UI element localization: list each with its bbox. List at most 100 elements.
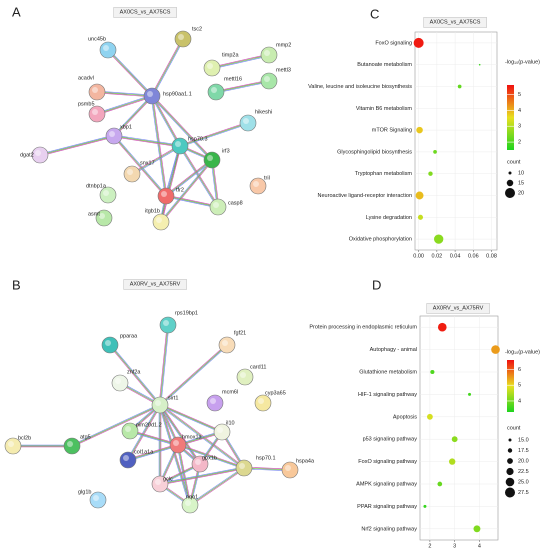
network-node: [239, 114, 257, 132]
network-edge: [131, 144, 180, 174]
title-box: [426, 303, 490, 314]
network-edge: [179, 145, 219, 208]
node-label: dtnbp1a: [86, 183, 107, 189]
y-tick-label: Protein processing in endoplasmic reticu…: [309, 325, 417, 331]
network-edge: [132, 146, 181, 176]
network-edge: [160, 403, 223, 432]
node-highlight: [239, 463, 245, 469]
y-tick-label: Autophagy - animal: [370, 347, 417, 353]
network-node: [181, 496, 199, 514]
node-highlight: [127, 169, 133, 175]
dot: [473, 525, 481, 533]
y-tick-label: Tryptophan metabolism: [355, 171, 413, 177]
network-edge: [97, 90, 153, 96]
network-node: [203, 59, 221, 77]
panel-label: B: [12, 277, 21, 292]
node-label: mettl16: [224, 76, 242, 82]
size-key: [506, 467, 514, 476]
network-node: [99, 41, 117, 59]
network-edge: [71, 403, 160, 446]
network-edge: [176, 445, 190, 506]
network-node: [99, 186, 117, 204]
network-edge: [128, 405, 162, 461]
y-tick-label: Neuroactive ligand-receptor interaction: [318, 193, 412, 199]
node-label: bcl2b: [18, 435, 31, 441]
dot: [427, 413, 433, 420]
network-edge: [177, 444, 191, 506]
network-edge: [159, 324, 169, 406]
plot-frame: [414, 31, 498, 251]
dot: [491, 345, 500, 354]
node-label: tsc2: [192, 26, 202, 32]
network-edge: [113, 135, 167, 197]
node-highlight: [175, 141, 181, 147]
colorbar-label: 3: [518, 124, 521, 130]
network-edge: [150, 38, 183, 96]
network-node: [254, 394, 272, 412]
network-title: AX0RV_vs_AX75RV: [130, 281, 181, 287]
network-edge: [165, 159, 213, 197]
network-edge: [128, 445, 179, 462]
node-label: fgf21: [234, 330, 246, 336]
dot: [437, 322, 447, 332]
dot: [434, 234, 444, 244]
node-highlight: [105, 340, 111, 346]
y-tick-label: FoxO signaling pathway: [358, 459, 417, 465]
network-edge: [159, 466, 244, 484]
node-label: hsp90aa1.1: [163, 91, 192, 97]
network-edge: [113, 95, 153, 137]
network-title: AX0CS_vs_AX75CS: [120, 9, 171, 15]
network-edge: [159, 404, 245, 469]
colorbar-label: 2: [518, 140, 521, 146]
node-highlight: [210, 398, 216, 404]
network-edge: [151, 95, 213, 161]
node-highlight: [93, 495, 99, 501]
node-highlight: [8, 441, 14, 447]
node-label: asmt: [88, 211, 100, 217]
network-node: [157, 187, 175, 205]
x-tick-label: 3: [453, 543, 456, 548]
node-label: pparaa: [120, 333, 138, 339]
network-edge: [114, 135, 167, 196]
node-highlight: [115, 378, 121, 384]
node-label: psmb5: [78, 101, 95, 107]
network-edge: [160, 345, 228, 406]
network-edge: [96, 95, 153, 115]
network-edge: [159, 404, 191, 506]
y-tick-label: AMPK signaling pathway: [356, 481, 417, 487]
node-highlight: [173, 440, 179, 446]
network-node: [143, 87, 161, 105]
network-node: [105, 127, 123, 145]
network-edge: [96, 92, 152, 98]
network-node: [89, 491, 107, 509]
network-edge: [158, 405, 200, 465]
node-label: gclc: [163, 476, 173, 482]
size-key: [506, 179, 514, 187]
network-edge: [151, 96, 212, 161]
network-edge: [215, 80, 270, 93]
legend-title: -log₁₀(p-value): [505, 59, 540, 65]
network-edge: [179, 121, 248, 146]
network-edge: [96, 91, 153, 97]
network-edge: [40, 136, 115, 157]
node-label: atg5: [80, 434, 91, 440]
x-tick-label: 2: [428, 543, 431, 548]
node-label: tril: [264, 175, 270, 181]
y-tick-label: Butanoate metabolism: [357, 62, 412, 68]
node-highlight: [35, 150, 41, 156]
network-edge: [39, 135, 115, 156]
legend-title: count: [507, 159, 521, 165]
node-highlight: [103, 45, 109, 51]
node-highlight: [213, 202, 219, 208]
y-tick-label: FoxO signaling: [375, 40, 412, 46]
network-edge: [160, 468, 245, 486]
network-node: [4, 437, 22, 455]
node-highlight: [103, 190, 109, 196]
network-node: [249, 177, 267, 195]
network-edge: [151, 95, 167, 197]
size-label: 25.0: [518, 479, 529, 485]
network-edge: [177, 444, 245, 469]
network-edge: [152, 95, 168, 196]
colorbar: [507, 360, 514, 412]
